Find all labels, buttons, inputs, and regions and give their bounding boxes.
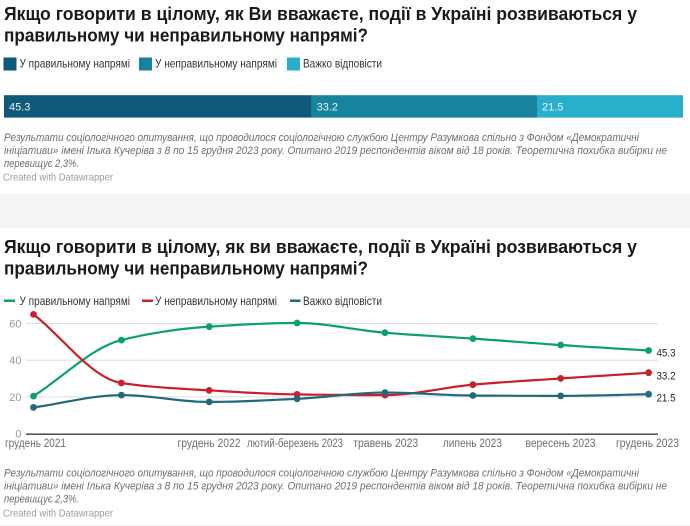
svg-text:Результати соціологічного опит: Результати соціологічного опитування, що…: [4, 132, 640, 144]
svg-text:правильному чи неправильному н: правильному чи неправильному напрямі?: [4, 26, 368, 46]
svg-text:Важко відповісти: Важко відповісти: [303, 57, 382, 71]
svg-text:травень 2023: травень 2023: [353, 436, 418, 450]
svg-text:лютий-березень 2023: лютий-березень 2023: [247, 436, 343, 450]
svg-text:33.2: 33.2: [657, 371, 676, 383]
svg-text:ініціативи» імені Ілька Кучері: ініціативи» імені Ілька Кучеріва з 8 по …: [4, 481, 667, 493]
svg-text:33.2: 33.2: [317, 101, 338, 113]
svg-text:грудень 2023: грудень 2023: [616, 436, 679, 450]
svg-text:60: 60: [9, 319, 21, 331]
svg-text:45.3: 45.3: [657, 348, 676, 360]
svg-text:20: 20: [9, 392, 21, 404]
svg-text:У правильному напрямі: У правильному напрямі: [20, 57, 131, 71]
svg-text:У неправильному напрямі: У неправильному напрямі: [155, 57, 277, 71]
svg-text:Якщо говорити в цілому, як Ви: Якщо говорити в цілому, як Ви вважаєте, …: [4, 4, 637, 24]
svg-text:Created with Datawrapper: Created with Datawrapper: [3, 508, 113, 520]
svg-text:грудень 2021: грудень 2021: [5, 436, 66, 450]
svg-text:правильному чи неправильному н: правильному чи неправильному напрямі?: [4, 259, 368, 279]
svg-text:Якщо говорити в цілому, як ви: Якщо говорити в цілому, як ви вважаєте, …: [4, 237, 637, 257]
svg-text:Важко відповісти: Важко відповісти: [303, 294, 382, 308]
svg-text:грудень 2022: грудень 2022: [178, 436, 241, 450]
svg-text:21.5: 21.5: [657, 392, 676, 404]
svg-text:У правильному напрямі: У правильному напрямі: [20, 294, 131, 308]
svg-text:40: 40: [9, 355, 21, 367]
svg-text:Created with Datawrapper: Created with Datawrapper: [3, 172, 113, 184]
svg-text:вересень 2023: вересень 2023: [526, 436, 596, 450]
svg-text:У неправильному напрямі: У неправильному напрямі: [155, 294, 277, 308]
svg-text:перевищує 2,3%.: перевищує 2,3%.: [4, 158, 79, 170]
svg-text:ініціативи» імені Ілька Кучері: ініціативи» імені Ілька Кучеріва з 8 по …: [4, 145, 667, 157]
svg-text:0: 0: [15, 429, 21, 441]
svg-text:липень 2023: липень 2023: [443, 436, 502, 450]
svg-text:21.5: 21.5: [542, 101, 563, 113]
svg-text:Результати соціологічного опит: Результати соціологічного опитування, що…: [4, 468, 640, 480]
svg-text:45.3: 45.3: [9, 101, 30, 113]
svg-text:перевищує 2,3%.: перевищує 2,3%.: [4, 494, 79, 506]
